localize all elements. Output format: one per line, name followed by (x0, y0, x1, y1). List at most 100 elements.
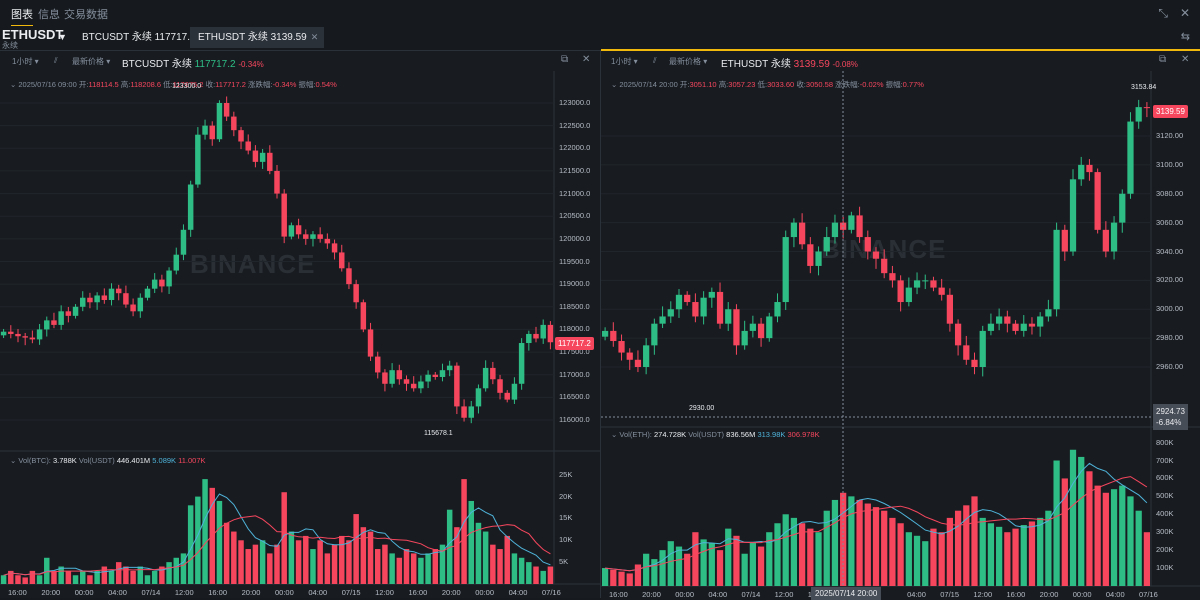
time-axis-label: 04:00 (308, 588, 328, 597)
volume-bar (87, 575, 93, 584)
tab-trade-data[interactable]: 交易数据 (64, 9, 108, 21)
eth-candlestick-chart[interactable] (601, 51, 1200, 600)
candle (223, 103, 230, 117)
close-icon[interactable]: ✕ (310, 32, 319, 42)
symbol-type: 永续 (2, 41, 18, 50)
interval-label: 1小时 (12, 57, 33, 66)
candle (367, 329, 374, 357)
close-icon[interactable]: ✕ (582, 54, 591, 65)
last-price: 117717.2 (194, 59, 236, 70)
chevron-down-icon[interactable]: ⌄ (611, 80, 618, 89)
candle (252, 150, 259, 162)
price-axis-label: 122500.0 (559, 120, 591, 130)
tab-chart[interactable]: 图表 (11, 6, 33, 27)
ohlc-time: 2025/07/16 09:00 (18, 80, 77, 89)
volume-bar (889, 517, 896, 586)
candle (823, 237, 830, 252)
price-type-select[interactable]: 最新价格 ▾ (72, 57, 111, 66)
candle (692, 302, 699, 317)
interval-select[interactable]: 1小时 ▾ (611, 57, 638, 66)
crosshair-time-tag: 2025/07/14 20:00 (811, 587, 882, 600)
expand-icon[interactable]: ⧉ (561, 54, 569, 65)
chart-title: BTCUSDT 永续 117717.2 -0.34% (122, 55, 264, 70)
price-axis-label: 3060.00 (1156, 217, 1184, 227)
tab-info[interactable]: 信息 (38, 9, 60, 21)
crosshair-price-tag: 2924.73 -6.84% (1153, 404, 1188, 430)
volume-bar (533, 566, 539, 584)
volume-bar (382, 544, 388, 584)
price-axis-label: 116500.0 (559, 392, 590, 402)
chart-tab-eth[interactable]: ETHUSDT 永续 3139.59 ✕ (190, 27, 325, 48)
symbol-name[interactable]: ETHUSDT (2, 27, 64, 42)
volume-bar (238, 540, 244, 584)
volume-bar (905, 532, 912, 586)
volume-bar (490, 544, 496, 584)
volume-bar (708, 542, 715, 586)
price-axis-label: 117000.0 (559, 369, 590, 379)
volume-axis-label: 400K (1156, 509, 1174, 519)
volume-axis-label: 600K (1156, 473, 1174, 483)
chevron-down-icon[interactable]: ⌄ (10, 456, 17, 465)
candle (930, 280, 937, 288)
volume-bar (651, 559, 658, 586)
price-axis-label: 116000.0 (559, 415, 590, 424)
ohlc-amp: 0.77% (902, 80, 924, 89)
candle (634, 359, 642, 367)
candle (115, 288, 122, 294)
interval-select[interactable]: 1小时 ▾ (12, 57, 39, 66)
time-axis-label: 00:00 (475, 588, 495, 597)
volume-bar (346, 540, 352, 584)
ohlc-close-label: 收: (796, 80, 806, 89)
vol-value-2: 446.401M (116, 456, 151, 465)
chevron-down-icon[interactable]: ▼ (58, 32, 67, 42)
candle (231, 116, 237, 131)
price-type-select[interactable]: 最新价格 ▾ (669, 57, 708, 66)
price-axis-label: 122000.0 (559, 143, 591, 153)
chevron-down-icon[interactable]: ⌄ (10, 80, 17, 89)
volume-bar (610, 569, 617, 586)
volume-bar (252, 544, 259, 584)
price-axis-label: 3120.00 (1156, 131, 1184, 140)
pane-divider[interactable] (600, 51, 601, 598)
candle (396, 370, 403, 380)
volume-bar (115, 562, 122, 584)
volume-bar (72, 575, 79, 584)
candle (540, 324, 546, 339)
volume-bar (518, 557, 525, 584)
volume-bar (757, 546, 765, 586)
time-axis-label: 12:00 (774, 590, 794, 599)
volume-bar (675, 546, 683, 586)
candle (1061, 229, 1068, 252)
btc-candlestick-chart[interactable] (0, 51, 600, 598)
candle (651, 323, 658, 346)
volume-bar (741, 553, 748, 586)
symbol-bar: ETHUSDT 永续 ▼ BTCUSDT 永续 117717.2 ✕ ETHUSD… (0, 26, 1200, 51)
volume-bar (331, 544, 338, 584)
volume-bar (468, 500, 474, 584)
candle (946, 294, 953, 324)
volume-bar (790, 517, 798, 586)
candle (511, 383, 518, 400)
volume-bar (497, 549, 503, 584)
candle (913, 280, 921, 288)
volume-bar (202, 479, 208, 584)
candle (461, 406, 467, 418)
collapse-icon[interactable]: ⤡ (1158, 6, 1168, 20)
expand-icon[interactable]: ⧉ (1159, 54, 1167, 65)
candle (209, 125, 215, 140)
indicator-icon[interactable]: ⫽ (653, 56, 657, 65)
chevron-down-icon[interactable]: ⌄ (611, 430, 618, 439)
candle (346, 268, 352, 285)
time-axis-label: 00:00 (675, 590, 695, 599)
swap-icon[interactable]: ⇆ (1180, 31, 1190, 43)
price-axis-label: 120500.0 (559, 211, 591, 221)
volume-bar (881, 510, 888, 586)
candle (410, 383, 417, 389)
volume-bar (716, 550, 724, 586)
candle (725, 309, 732, 324)
close-icon[interactable]: ✕ (1181, 54, 1190, 65)
volume-bar (774, 523, 781, 586)
close-icon[interactable]: ✕ (1179, 6, 1190, 20)
indicator-icon[interactable]: ⫽ (54, 56, 58, 65)
time-axis-label: 20:00 (41, 588, 61, 597)
